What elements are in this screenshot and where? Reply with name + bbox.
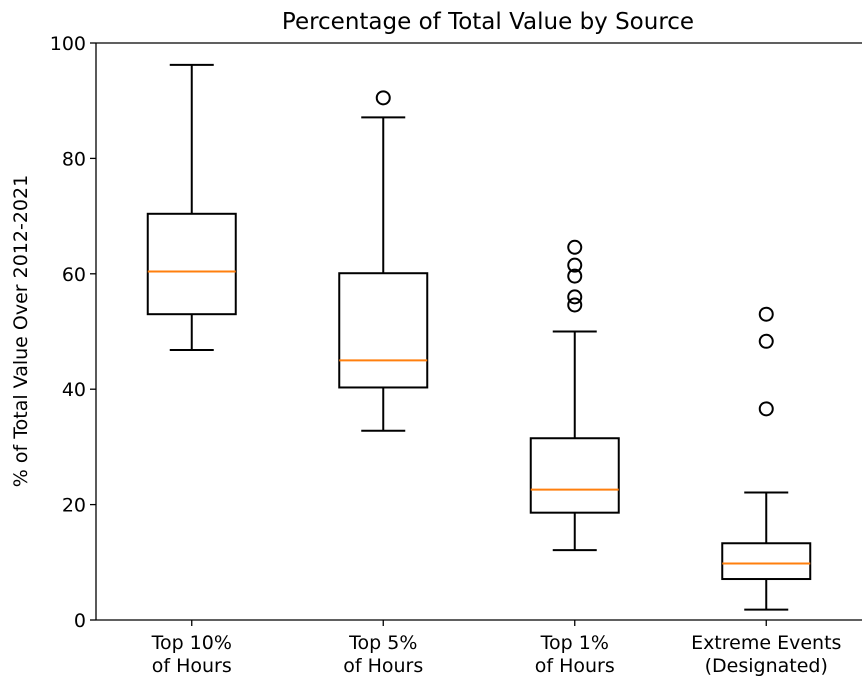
x-tick-label: Top 5% bbox=[348, 632, 417, 654]
x-tick-label: of Hours bbox=[343, 655, 423, 677]
iqr-box bbox=[146, 212, 237, 316]
x-tick-label: of Hours bbox=[152, 655, 232, 677]
x-tick-label: of Hours bbox=[535, 655, 615, 677]
chart-title: Percentage of Total Value by Source bbox=[282, 9, 694, 35]
outlier-point bbox=[567, 268, 583, 284]
iqr-box bbox=[529, 437, 620, 514]
x-tick-label: Top 1% bbox=[540, 632, 609, 654]
outlier-point bbox=[758, 333, 774, 349]
y-tick-label: 40 bbox=[62, 379, 86, 401]
y-axis-label: % of Total Value Over 2012-2021 bbox=[10, 175, 32, 487]
iqr-box bbox=[338, 272, 429, 389]
iqr-box bbox=[721, 542, 812, 581]
y-tick-label: 0 bbox=[74, 610, 86, 632]
x-tick-label: Extreme Events bbox=[691, 632, 841, 654]
outlier-point bbox=[375, 90, 391, 106]
outlier-point bbox=[758, 401, 774, 417]
x-tick-label: (Designated) bbox=[705, 655, 828, 677]
outlier-point bbox=[567, 257, 583, 273]
y-tick-label: 100 bbox=[50, 33, 86, 55]
x-tick-label: Top 10% bbox=[151, 632, 232, 654]
outlier-point bbox=[567, 297, 583, 313]
outlier-point bbox=[567, 239, 583, 255]
y-tick-label: 20 bbox=[62, 495, 86, 517]
y-tick-label: 80 bbox=[62, 148, 86, 170]
outlier-point bbox=[567, 289, 583, 305]
outlier-point bbox=[758, 306, 774, 322]
y-tick-label: 60 bbox=[62, 264, 86, 286]
